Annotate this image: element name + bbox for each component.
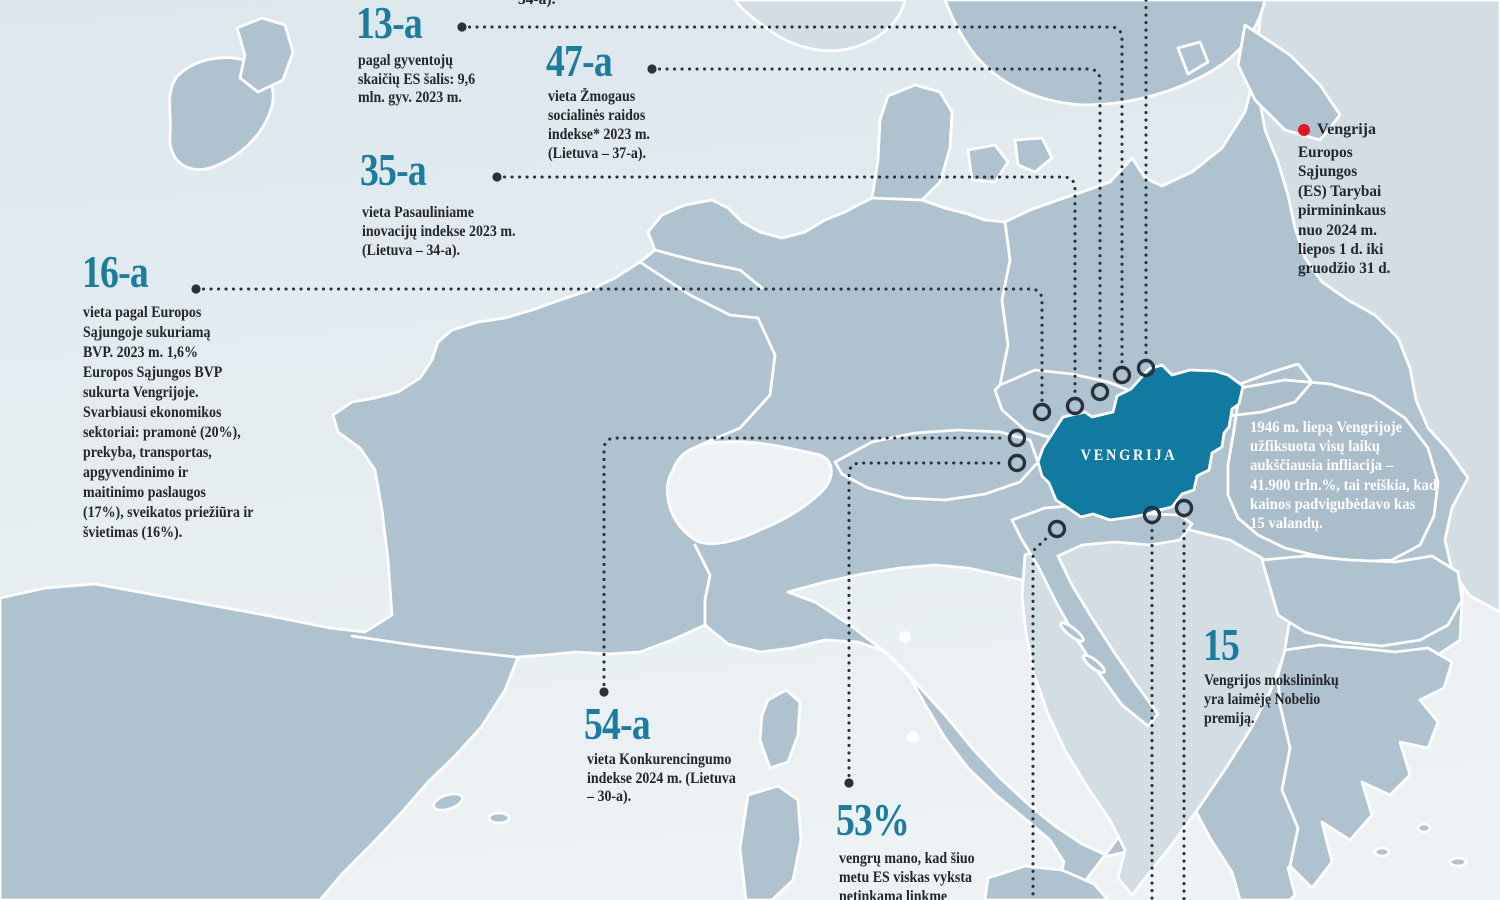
leader-47a — [650, 67, 1102, 383]
region-britain-fragment — [235, 16, 295, 94]
city-dot-2 — [907, 731, 919, 743]
leader-53 — [847, 461, 1008, 785]
city-dot-1 — [899, 631, 911, 643]
island-corsica — [758, 688, 802, 770]
leader-south-1 — [1031, 532, 1053, 900]
island-aegean-2 — [1416, 822, 1432, 834]
ring-marker — [1090, 382, 1110, 402]
ring-marker — [1136, 358, 1156, 378]
stat-dot — [844, 778, 854, 788]
legend-first-line: Vengrija — [1298, 121, 1428, 139]
leader-54a — [602, 436, 1008, 694]
region-romania — [1226, 378, 1440, 564]
stat-dots — [191, 22, 854, 788]
legend-country-label: Vengrija — [1317, 121, 1376, 138]
ring-marker — [1047, 519, 1067, 539]
island-funen — [1013, 136, 1054, 174]
stat-value-competitiveness: 54-a — [584, 698, 651, 749]
island-zealand — [966, 143, 1010, 184]
stat-desc-innovation: vieta Pasauliniame inovacijų indekse 202… — [362, 204, 516, 259]
hungary-map-label: VENGRIJA — [1080, 447, 1178, 464]
ring-marker — [1065, 396, 1085, 416]
region-greece — [1276, 643, 1454, 890]
leader-16a — [194, 287, 1044, 403]
stat-value-nobel: 15 — [1203, 619, 1240, 670]
ring-marker — [1007, 453, 1027, 473]
leader-13a — [460, 25, 1124, 366]
leader-35a — [495, 175, 1077, 397]
stat-desc-hdi: vieta Žmogaus socialinės raidos indekse*… — [548, 88, 650, 162]
cutoff-text-fragment: 34-a). — [518, 0, 555, 9]
stat-value-population: 13-a — [356, 0, 423, 48]
region-norway — [733, 0, 907, 53]
presidency-legend: Vengrija Europos Sąjungos (ES) Tarybai p… — [1298, 121, 1428, 279]
island-aegean-3 — [1448, 856, 1468, 868]
stat-desc-competitiveness: vieta Konkurencingumo indekse 2024 m. (L… — [587, 751, 736, 805]
island-gotland — [1176, 40, 1210, 76]
island-aegean-1 — [1373, 846, 1391, 858]
island-menorca — [487, 811, 511, 825]
ring-marker — [1174, 498, 1194, 518]
region-austria — [833, 428, 1040, 502]
stat-value-hdi: 47-a — [546, 35, 613, 86]
ring-marker — [1007, 428, 1027, 448]
region-ireland — [168, 56, 275, 171]
stat-value-gdp: 16-a — [82, 246, 149, 297]
stat-desc-opinion: vengrų mano, kad šiuo metu ES viskas vyk… — [839, 850, 975, 900]
island-sardinia — [738, 784, 803, 900]
ring-markers — [1007, 358, 1194, 539]
ring-marker — [1112, 365, 1132, 385]
inflation-note: 1946 m. liepą Vengrijoje užfiksuota visų… — [1250, 419, 1438, 533]
stat-dot — [457, 22, 467, 32]
stat-desc-gdp: vieta pagal Europos Sąjungoje sukuriamą … — [83, 304, 254, 541]
stat-desc-nobel: Vengrijos mokslininkų yra laimėję Nobeli… — [1204, 672, 1339, 728]
red-dot-icon — [1298, 124, 1310, 136]
region-hungary — [1036, 363, 1245, 522]
island-mallorca — [432, 792, 464, 812]
island-dalmatia-2 — [1082, 653, 1106, 675]
stat-desc-population: pagal gyventojų skaičių ES šalis: 9,6 ml… — [358, 52, 476, 106]
region-baltics — [1236, 23, 1342, 142]
leader-lines — [194, 0, 1186, 900]
stat-value-opinion: 53% — [836, 794, 910, 845]
island-sicily — [983, 864, 1110, 900]
region-switzerland — [665, 440, 833, 546]
stat-value-innovation: 35-a — [360, 144, 427, 195]
ring-marker — [1142, 505, 1162, 525]
stat-dot — [647, 64, 657, 74]
ring-marker — [1032, 402, 1052, 422]
region-bulgaria — [1260, 554, 1464, 648]
stat-dot — [492, 172, 502, 182]
legend-text: Europos Sąjungos (ES) Tarybai pirmininka… — [1298, 144, 1391, 278]
stat-dot — [599, 687, 609, 697]
island-dalmatia-1 — [1059, 621, 1085, 643]
stat-dot — [191, 284, 201, 294]
